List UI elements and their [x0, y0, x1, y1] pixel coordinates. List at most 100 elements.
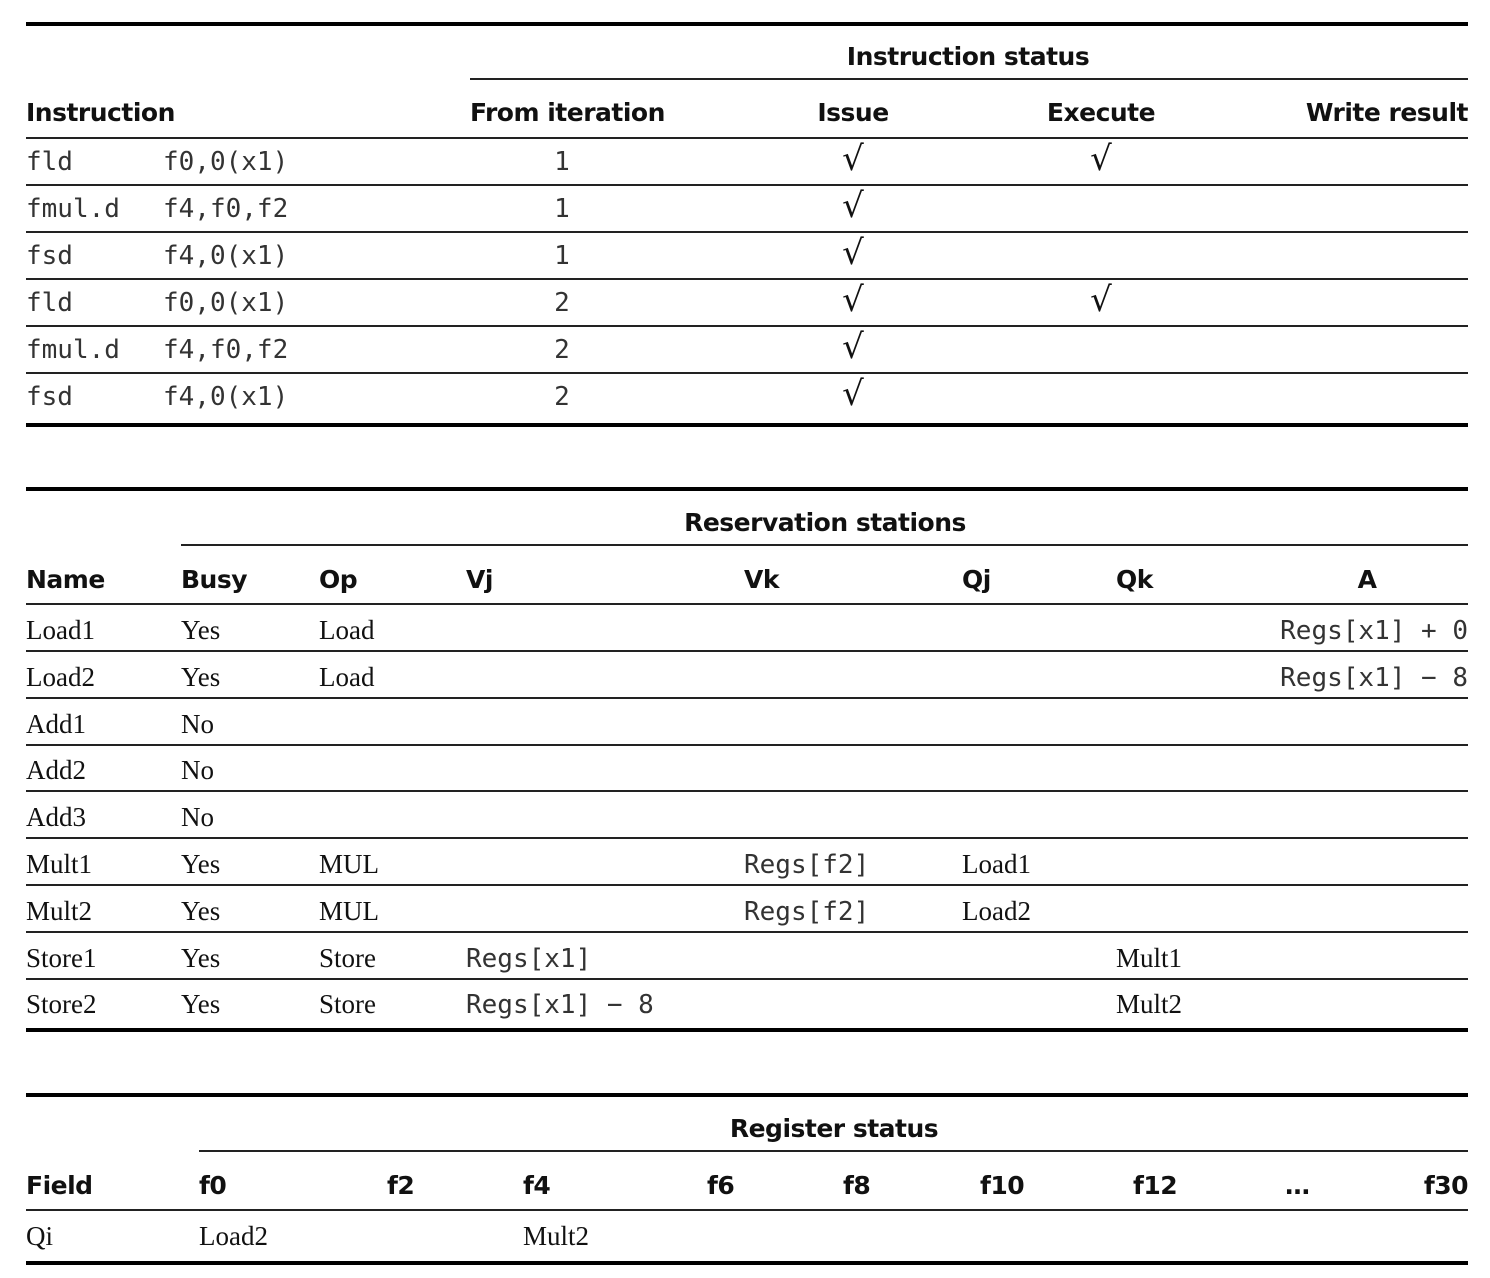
row-rule: [26, 790, 1468, 792]
caption-underline: [181, 544, 1468, 546]
cell-busy: Yes: [181, 661, 221, 692]
cell-name: Load2: [26, 661, 95, 692]
instruction-operands: f4,f0,f2: [163, 194, 289, 224]
row-rule: [26, 650, 1468, 652]
row-rule: [26, 884, 1468, 886]
register-cell-f4: Mult2: [523, 1221, 590, 1251]
cell-name: Store1: [26, 942, 97, 973]
caption-underline: [199, 1150, 1468, 1152]
checkmark-icon: √: [842, 327, 864, 367]
from-iteration: 2: [554, 288, 570, 318]
row-rule: [26, 931, 1468, 933]
column-header-name: Name: [26, 565, 105, 594]
checkmark-icon: √: [1090, 280, 1112, 320]
column-header-f0: f0: [199, 1171, 227, 1200]
instruction-op: fld: [26, 288, 73, 318]
instruction-op: fld: [26, 147, 73, 177]
row-rule: [26, 744, 1468, 746]
cell-name: Add3: [26, 802, 86, 833]
column-header-f2: f2: [387, 1171, 415, 1200]
header-rule: [26, 603, 1468, 605]
cell-op: Store: [319, 942, 376, 973]
checkmark-icon: √: [842, 139, 864, 179]
cell-op: Load: [319, 661, 375, 692]
column-header-field: Field: [26, 1171, 93, 1200]
cell-busy: Yes: [181, 615, 221, 645]
column-header-execute: Execute: [1046, 98, 1156, 127]
cell-vk: Regs[f2]: [744, 896, 870, 927]
instruction-status-caption: Instruction status: [846, 42, 1090, 71]
column-header-op: Op: [319, 565, 358, 594]
caption-underline: [470, 78, 1468, 80]
table-rule: [26, 1261, 1468, 1265]
cell-name: Store2: [26, 989, 97, 1020]
column-header-f6: f6: [707, 1171, 735, 1200]
checkmark-icon: √: [1090, 139, 1112, 179]
register-cell-field: Qi: [26, 1221, 53, 1251]
cell-op: Load: [319, 615, 375, 645]
cell-name: Mult2: [26, 895, 93, 926]
cell-name: Add1: [26, 708, 86, 739]
cell-busy: Yes: [181, 989, 221, 1020]
row-rule: [26, 837, 1468, 839]
instruction-operands: f4,0(x1): [163, 382, 289, 412]
register-cell-f0: Load2: [199, 1221, 268, 1251]
instruction-op: fsd: [26, 241, 73, 271]
cell-qk: Mult2: [1116, 989, 1183, 1020]
header-rule: [26, 137, 1468, 139]
column-header-busy: Busy: [181, 565, 248, 594]
row-rule: [26, 278, 1468, 280]
column-header-f8: f8: [843, 1171, 871, 1200]
cell-a: Regs[x1] − 8: [1280, 662, 1468, 693]
column-header-ellipsis: …: [1285, 1171, 1310, 1200]
cell-op: Store: [319, 989, 376, 1020]
cell-busy: Yes: [181, 942, 221, 973]
checkmark-icon: √: [842, 374, 864, 414]
row-rule: [26, 697, 1468, 699]
column-header-f4: f4: [523, 1171, 551, 1200]
table-rule: [26, 1093, 1468, 1097]
column-header-a: A: [1357, 565, 1377, 594]
from-iteration: 2: [554, 335, 570, 365]
column-header-qk: Qk: [1116, 565, 1153, 594]
from-iteration: 1: [554, 147, 570, 177]
column-header-issue: Issue: [817, 98, 889, 127]
row-rule: [26, 325, 1468, 327]
cell-name: Mult1: [26, 849, 93, 879]
row-rule: [26, 978, 1468, 980]
from-iteration: 2: [554, 382, 570, 412]
instruction-op: fsd: [26, 382, 73, 412]
column-header-f30: f30: [1423, 1171, 1469, 1200]
row-rule: [26, 184, 1468, 186]
register-status-caption: Register status: [729, 1114, 939, 1143]
cell-name: Add2: [26, 755, 86, 786]
column-header-vk: Vk: [744, 565, 779, 594]
table-rule: [26, 22, 1468, 26]
cell-busy: No: [181, 708, 214, 739]
cell-busy: No: [181, 802, 214, 833]
checkmark-icon: √: [842, 233, 864, 273]
column-header-qj: Qj: [962, 565, 991, 594]
table-rule: [26, 423, 1468, 427]
row-rule: [26, 231, 1468, 233]
column-header-write: Write result: [1305, 98, 1469, 127]
row-rule: [26, 372, 1468, 374]
column-header-iteration: From iteration: [470, 98, 665, 127]
cell-op: MUL: [319, 895, 379, 926]
instruction-op: fmul.d: [26, 335, 120, 365]
header-rule: [26, 1209, 1468, 1211]
column-header-vj: Vj: [466, 565, 493, 594]
checkmark-icon: √: [842, 186, 864, 226]
cell-qk: Mult1: [1116, 942, 1183, 973]
cell-op: MUL: [319, 849, 379, 879]
instruction-op: fmul.d: [26, 194, 120, 224]
table-rule: [26, 1028, 1468, 1032]
column-header-instruction: Instruction: [26, 98, 175, 127]
checkmark-icon: √: [842, 280, 864, 320]
column-header-f12: f12: [1133, 1171, 1178, 1200]
instruction-operands: f0,0(x1): [163, 147, 289, 177]
instruction-operands: f0,0(x1): [163, 288, 289, 318]
cell-name: Load1: [26, 615, 95, 645]
cell-vj: Regs[x1]: [466, 943, 592, 974]
instruction-operands: f4,f0,f2: [163, 335, 289, 365]
